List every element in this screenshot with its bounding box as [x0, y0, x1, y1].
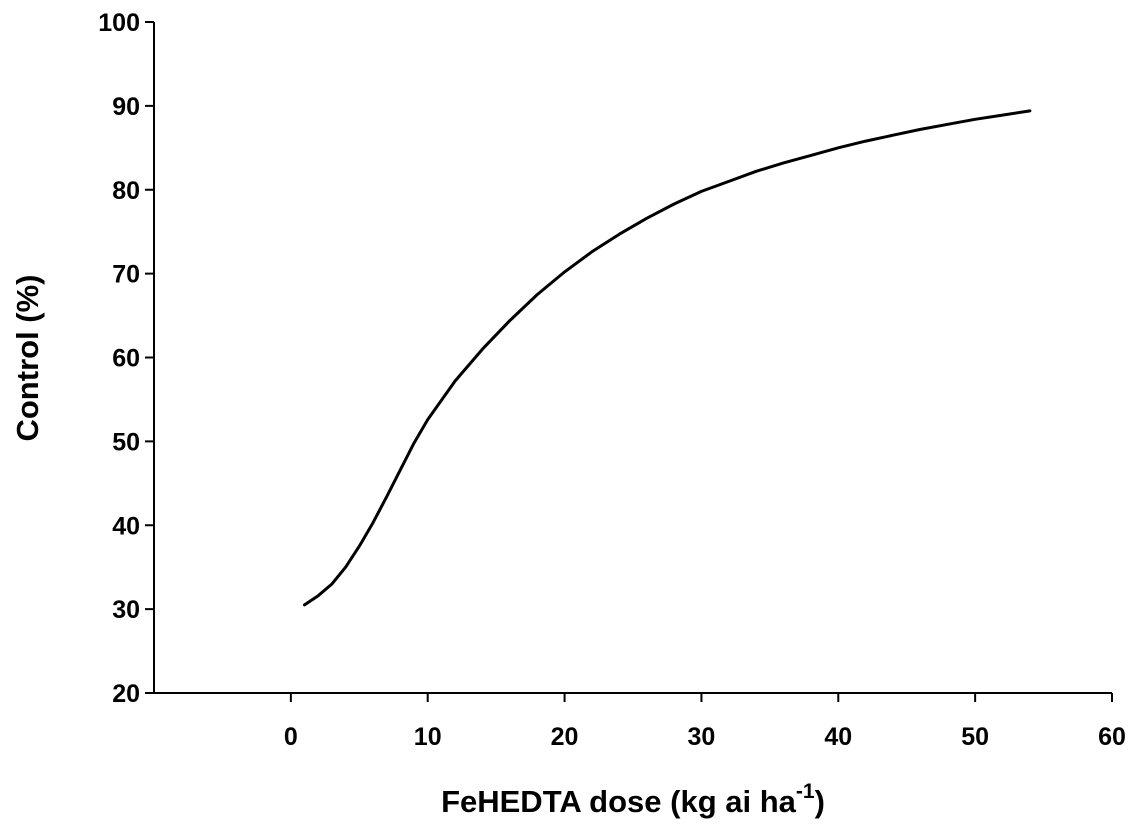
y-tick-label: 40	[112, 512, 140, 540]
x-tick-label: 20	[551, 723, 579, 751]
series-group	[303, 109, 1032, 607]
series-line	[303, 109, 1032, 607]
x-tick-label: 10	[414, 723, 442, 751]
y-tick-label: 90	[112, 93, 140, 121]
y-tick-label: 60	[112, 345, 140, 373]
y-tick-label: 20	[112, 680, 140, 708]
x-axis-title-close: )	[815, 784, 825, 819]
ticks: 20 30 40 50 60 70 80 90 100 0 10 20 30 40 50 60	[98, 9, 1126, 751]
x-axis-title: FeHEDTA dose (kg ai ha-1)	[441, 780, 825, 819]
x-tick-label: 40	[824, 723, 852, 751]
y-tick-label: 50	[112, 428, 140, 456]
x-axis-title-main: FeHEDTA dose (kg ai ha	[441, 784, 797, 819]
y-tick-label: 30	[112, 596, 140, 624]
x-tick-label: 50	[961, 723, 989, 751]
y-tick-label: 80	[112, 177, 140, 205]
x-tick-label: 30	[688, 723, 716, 751]
y-tick-label: 100	[98, 9, 140, 37]
y-axis-title: Control (%)	[10, 274, 45, 441]
x-axis-title-superscript: -1	[796, 780, 815, 803]
axes	[153, 22, 1112, 694]
x-tick-label: 60	[1098, 723, 1126, 751]
x-tick-label: 0	[284, 723, 298, 751]
y-tick-label: 70	[112, 261, 140, 289]
